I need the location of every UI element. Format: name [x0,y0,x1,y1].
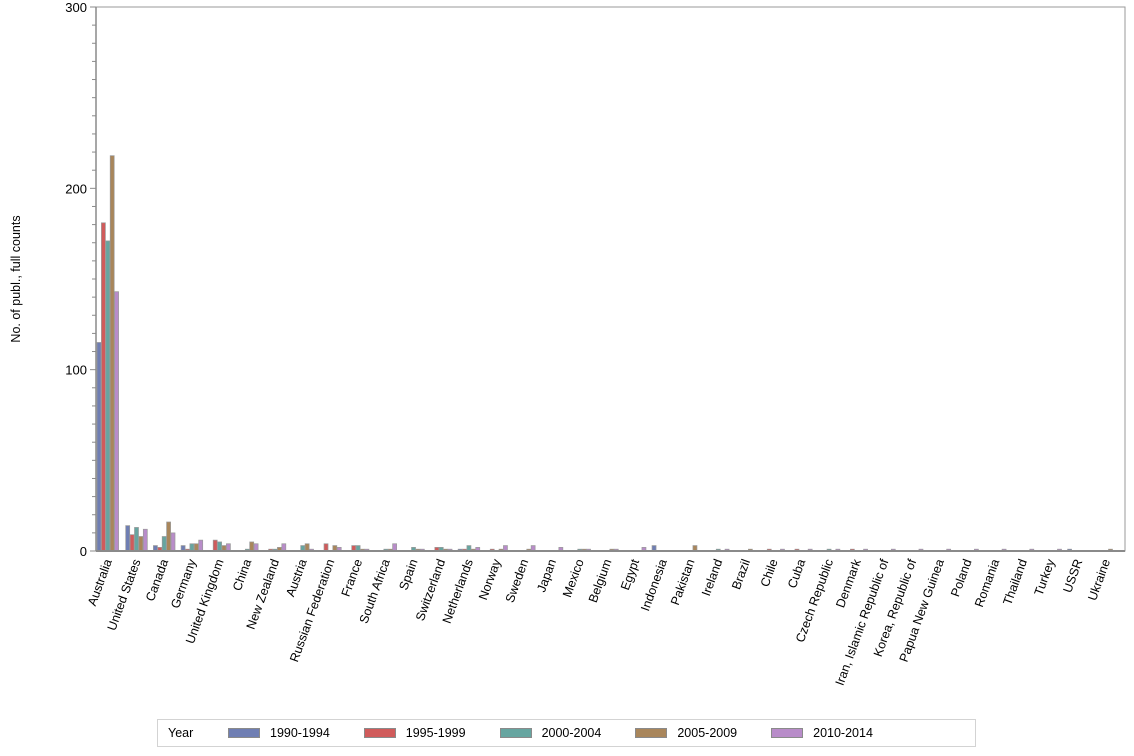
legend-item-2005-2009: 2005-2009 [635,726,771,740]
x-category-label: Sweden [503,557,532,604]
bar [101,222,106,552]
x-category-label: Pakistan [668,557,698,607]
x-category-label: Denmark [833,557,864,610]
x-category-label: Ireland [699,557,725,598]
bar-chart: 0 100 200 300 No. of publ., full counts Austr… [9,0,1126,687]
x-category-label: Cuba [785,557,808,590]
x-category-label: Chile [758,557,781,589]
legend-label: 2010-2014 [813,726,873,740]
x-category-label: Japan [534,557,559,594]
x-category-label: Romania [972,557,1002,609]
bar [142,528,148,552]
legend-item-1990-1994: 1990-1994 [228,726,364,740]
bar [249,541,255,552]
legend-label: 2005-2009 [677,726,738,740]
bar [170,532,176,552]
bar-group [268,543,287,552]
x-category-label: Poland [948,557,974,598]
bar [198,539,204,552]
bar [109,155,115,552]
bar [134,527,139,552]
legend-item-2000-2004: 2000-2004 [499,726,636,740]
bar [129,534,135,552]
bar [161,536,167,552]
legend-label: 1995-1999 [405,726,466,740]
bar [138,536,144,552]
x-category-label: Norway [476,557,504,602]
bar [281,543,287,552]
x-category-label: USSR [1060,557,1085,594]
bar-group [180,539,204,552]
legend-swatch-icon [499,728,532,738]
x-category-label: Spain [396,557,420,592]
bar [114,291,119,552]
bar-group [244,541,259,552]
y-tick-label: 0 [80,544,87,559]
legend-swatch-icon [635,728,668,738]
x-category-label: Brazil [729,557,753,591]
x-category-label: Germany [168,557,199,611]
legend-item-1995-1999: 1995-1999 [363,726,500,740]
x-category-label: Egypt [618,557,642,592]
bar [193,543,199,552]
chart-legend: Year 1990-1994 1995-1999 2000-2004 2005-… [157,719,976,747]
legend-label: 2000-2004 [541,726,602,740]
y-tick-label: 100 [65,363,87,378]
plot-frame [95,6,1126,552]
x-category-label: Mexico [560,557,587,599]
x-category-label: Belgium [586,557,615,604]
x-category-label: Ukraine [1085,557,1113,602]
x-category-label: Canada [143,557,171,603]
bar-group [383,543,397,552]
bar-group [96,155,119,552]
y-axis-label: No. of publ., full counts [9,215,23,342]
bar [105,240,111,552]
bar-group [153,521,176,552]
bar [125,525,131,552]
x-category-label: France [339,557,365,598]
bar [392,543,397,552]
bar [323,543,329,552]
y-tick-label: 200 [65,181,87,196]
legend-label: 1990-1994 [270,726,330,740]
x-category-label: Australia [85,557,115,608]
bar [189,543,195,552]
legend-swatch-icon [228,728,260,738]
bar [96,342,102,552]
legend-title: Year [168,726,194,740]
x-category-label: China [230,557,254,593]
bar-group [300,543,314,552]
bar [253,543,259,552]
bar [166,521,171,552]
bar [304,543,310,552]
bar [226,543,231,552]
bar-group [212,539,231,552]
x-category-label: Thailand [1000,557,1030,607]
x-category-label: Austria [283,557,309,598]
legend-swatch-icon [363,728,396,738]
y-tick-label: 300 [65,0,87,15]
bar [217,541,222,552]
bar-group [323,543,342,552]
x-category-label: Turkey [1032,557,1058,598]
legend-item-2010-2014: 2010-2014 [771,726,907,740]
bar-group [125,525,148,552]
x-category-label: Indonesia [638,557,670,613]
legend-swatch-icon [771,728,804,738]
bar [212,539,218,552]
